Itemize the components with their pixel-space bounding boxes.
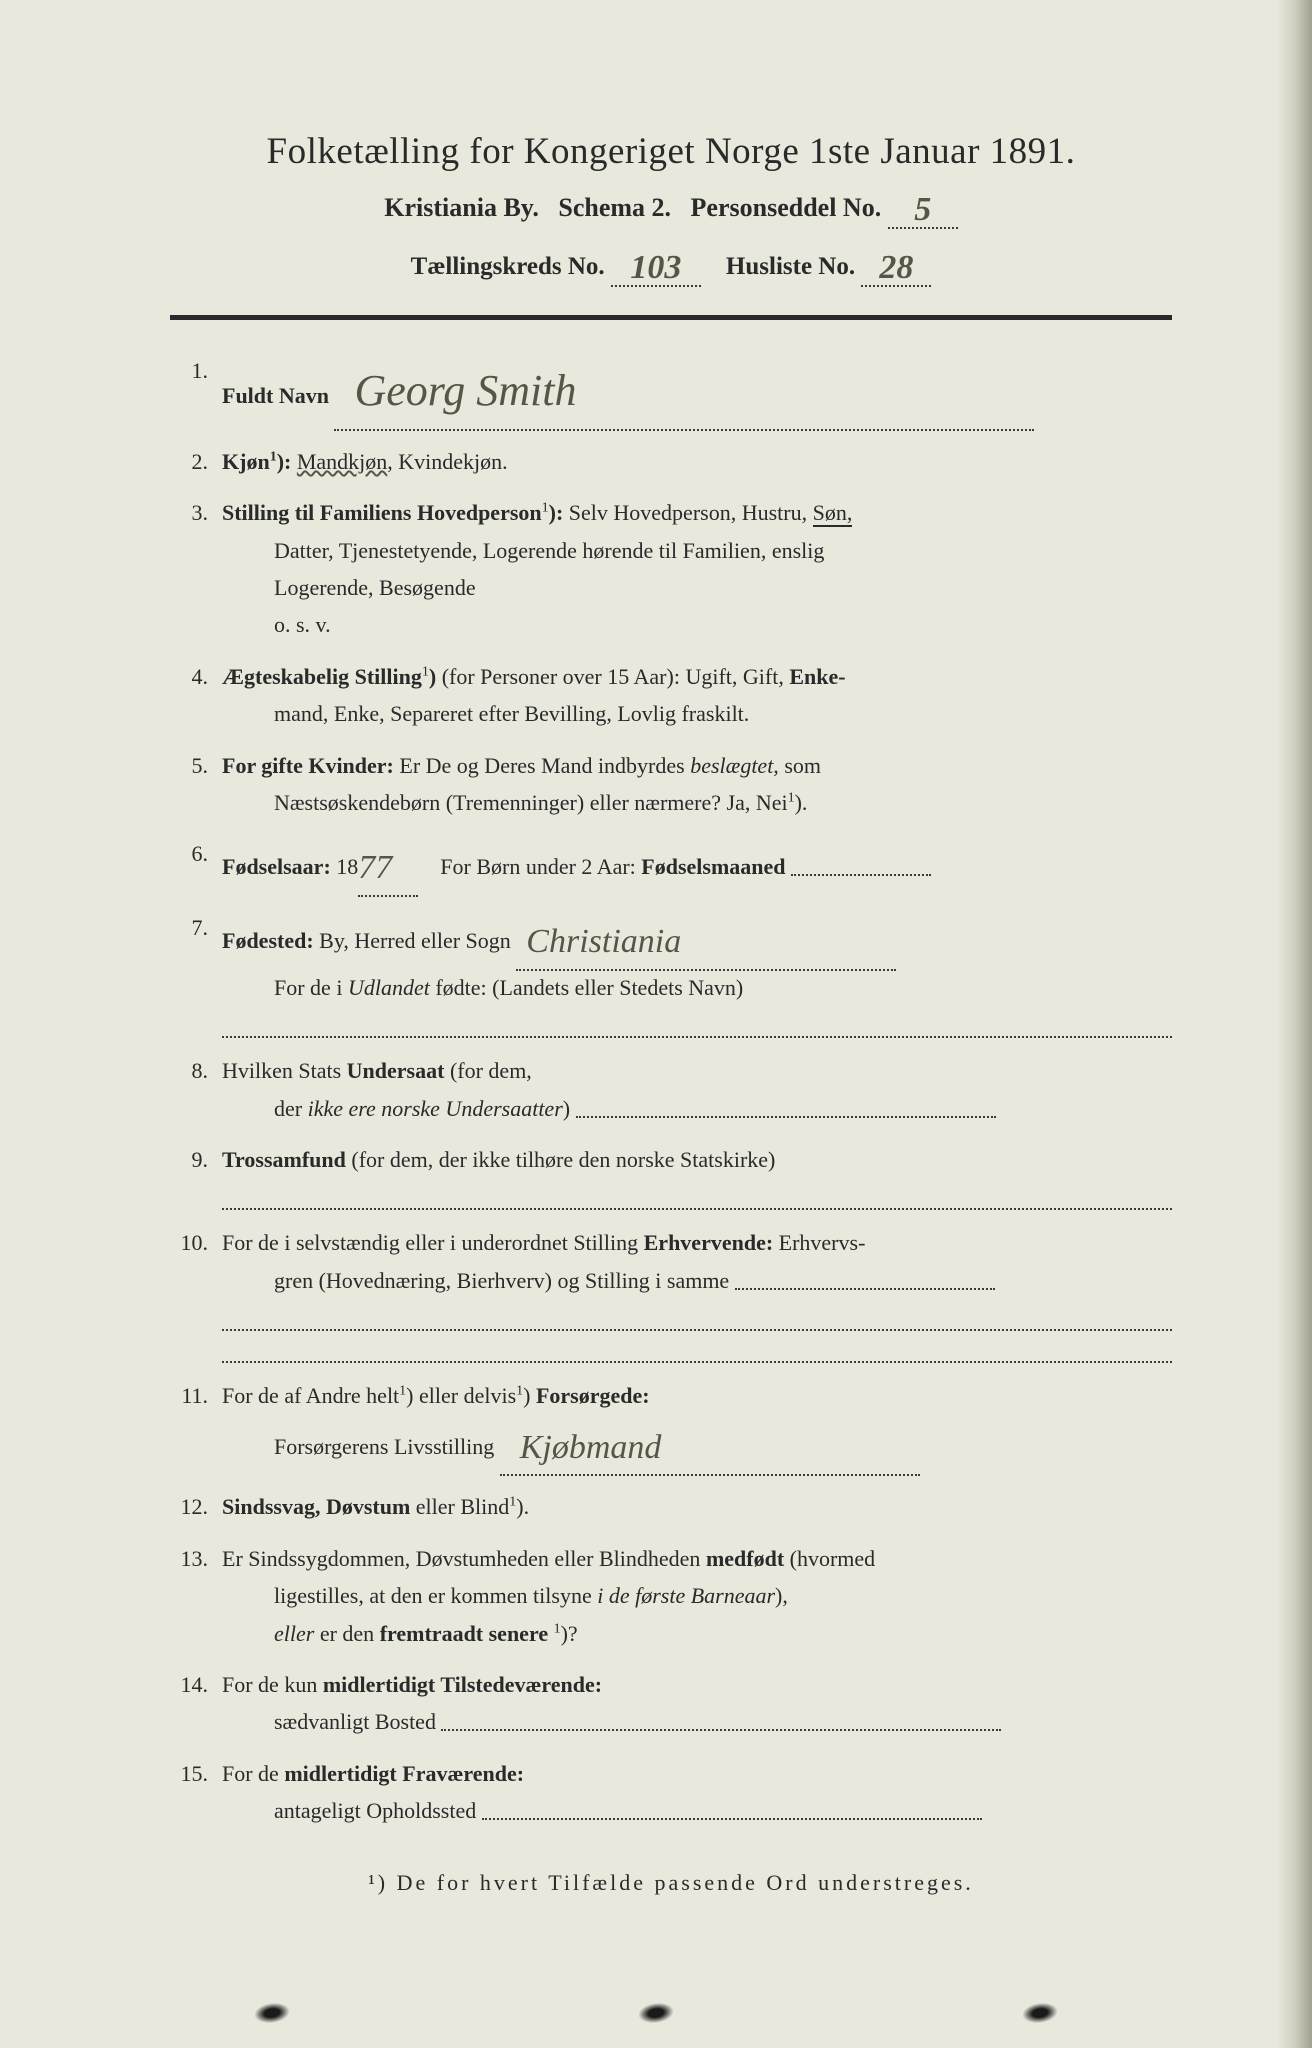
f4-line2: mand, Enke, Separeret efter Bevilling, L… (222, 695, 749, 732)
f7-text1: By, Herred eller Sogn (319, 928, 511, 953)
field-label: Ægteskabelig Stilling (222, 664, 422, 689)
person-label: Personseddel No. (691, 193, 882, 222)
f3-line4: o. s. v. (222, 606, 331, 643)
f8-text1: Hvilken Stats (222, 1058, 347, 1083)
provider-value: Kjøbmand (520, 1429, 662, 1466)
dotted-fill (222, 1309, 1172, 1331)
kreds-no: 103 (630, 249, 681, 286)
dotted-fill (222, 1188, 1172, 1210)
field-label: Stilling til Familiens Hovedperson (222, 500, 542, 525)
main-title: Folketælling for Kongeriget Norge 1ste J… (170, 130, 1172, 173)
field-11: 11. For de af Andre helt1) eller delvis1… (170, 1377, 1172, 1474)
f10-bold: Erhvervende: (644, 1230, 774, 1255)
birth-year: 77 (358, 849, 392, 886)
f11-line2: Forsørgerens Livsstilling (222, 1428, 494, 1465)
city-label: Kristiania By. (384, 193, 539, 222)
field-label: Fuldt Navn (222, 383, 329, 408)
field-num: 7. (170, 909, 222, 1038)
field-1: 1. Fuldt Navn Georg Smith (170, 352, 1172, 429)
subtitle-line: Kristiania By. Schema 2. Personseddel No… (170, 187, 1172, 227)
f12-bold: Sindssvag, Døvstum (222, 1494, 410, 1519)
field-label: Trossamfund (222, 1147, 346, 1172)
f14-bold: midlertidigt Tilstedeværende: (323, 1672, 602, 1697)
f10-text1: For de i selvstændig eller i underordnet… (222, 1230, 644, 1255)
footnote: ¹) De for hvert Tilfælde passende Ord un… (170, 1870, 1172, 1896)
f3-line3: Logerende, Besøgende (222, 569, 476, 606)
field-3: 3. Stilling til Familiens Hovedperson1):… (170, 494, 1172, 644)
field-10: 10. For de i selvstændig eller i underor… (170, 1224, 1172, 1363)
hole-icon (1021, 2001, 1059, 2026)
hole-icon (637, 2001, 675, 2026)
field-13: 13. Er Sindssygdommen, Døvstumheden elle… (170, 1540, 1172, 1652)
field-14: 14. For de kun midlertidigt Tilstedevære… (170, 1666, 1172, 1741)
field-8: 8. Hvilken Stats Undersaat (for dem, der… (170, 1052, 1172, 1127)
name-value: Georg Smith (354, 366, 576, 415)
hole-icon (253, 2001, 291, 2026)
document-page: Folketælling for Kongeriget Norge 1ste J… (0, 0, 1312, 2048)
f5-text1: Er De og Deres Mand indbyrdes (399, 753, 690, 778)
field-num: 8. (170, 1052, 222, 1127)
f8-bold: Undersaat (347, 1058, 445, 1083)
field-5: 5. For gifte Kvinder: Er De og Deres Man… (170, 747, 1172, 822)
schema-label: Schema 2. (558, 193, 671, 222)
field-num: 13. (170, 1540, 222, 1652)
kreds-label: Tællingskreds No. (411, 253, 605, 280)
field-num: 5. (170, 747, 222, 822)
f13-bold1: medfødt (706, 1546, 784, 1571)
dotted-fill (222, 1341, 1172, 1363)
field-num: 14. (170, 1666, 222, 1741)
field-9: 9. Trossamfund (for dem, der ikke tilhør… (170, 1141, 1172, 1210)
husliste-label: Husliste No. (726, 253, 855, 280)
divider-rule (170, 315, 1172, 320)
field-label: Kjøn1): (222, 449, 291, 474)
husliste-no: 28 (879, 249, 913, 286)
field-15: 15. For de midlertidigt Fraværende: anta… (170, 1755, 1172, 1830)
f6-text2: For Børn under 2 Aar: (440, 854, 641, 879)
f11-text1: For de af Andre helt (222, 1383, 399, 1408)
f14-line2: sædvanligt Bosted (222, 1703, 436, 1740)
field-6: 6. Fødselsaar: 1877 For Børn under 2 Aar… (170, 835, 1172, 895)
f3-line2: Datter, Tjenestetyende, Logerende hørend… (222, 532, 824, 569)
field-label: For gifte Kvinder: (222, 753, 394, 778)
field-label: Fødested: (222, 928, 314, 953)
binding-holes (0, 2003, 1312, 2023)
field-4: 4. Ægteskabelig Stilling1) (for Personer… (170, 658, 1172, 733)
field-num: 11. (170, 1377, 222, 1474)
birthplace-value: Christiania (526, 923, 681, 960)
field-num: 15. (170, 1755, 222, 1830)
f14-text1: For de kun (222, 1672, 323, 1697)
f13-text1: Er Sindssygdommen, Døvstumheden eller Bl… (222, 1546, 706, 1571)
f5-italic: beslægtet, (690, 753, 779, 778)
f11-bold: Forsørgede: (536, 1383, 650, 1408)
field-num: 2. (170, 443, 222, 480)
sex-male: Mandkjøn (297, 449, 387, 474)
f15-line2: antageligt Opholdssted (222, 1792, 476, 1829)
field-num: 3. (170, 494, 222, 644)
person-no: 5 (914, 191, 931, 228)
f10-line2: gren (Hovednæring, Bierhverv) og Stillin… (222, 1262, 729, 1299)
f6-bold2: Fødselsmaaned (641, 854, 785, 879)
field-7: 7. Fødested: By, Herred eller Sogn Chris… (170, 909, 1172, 1038)
f15-bold: midlertidigt Fraværende: (284, 1761, 524, 1786)
field-num: 1. (170, 352, 222, 429)
field-num: 10. (170, 1224, 222, 1363)
dotted-fill (222, 1016, 1172, 1038)
field-2: 2. Kjøn1): Mandkjøn, Kvindekjøn. (170, 443, 1172, 480)
f4-bold: Enke- (789, 664, 845, 689)
f4-text1: (for Personer over 15 Aar): Ugift, Gift, (442, 664, 790, 689)
kreds-line: Tællingskreds No. 103 Husliste No. 28 (170, 245, 1172, 285)
field-12: 12. Sindssvag, Døvstum eller Blind1). (170, 1488, 1172, 1525)
f15-text1: For de (222, 1761, 284, 1786)
f9-text: (for dem, der ikke tilhøre den norske St… (351, 1147, 775, 1172)
field-num: 4. (170, 658, 222, 733)
f5-line2: Næstsøskendebørn (Tremenninger) eller næ… (222, 784, 788, 821)
field-num: 6. (170, 835, 222, 895)
f3-line1: Selv Hovedperson, Hustru, (569, 500, 813, 525)
field-num: 9. (170, 1141, 222, 1210)
f3-son: Søn, (813, 500, 853, 527)
field-label: Fødselsaar: (222, 854, 331, 879)
field-num: 12. (170, 1488, 222, 1525)
